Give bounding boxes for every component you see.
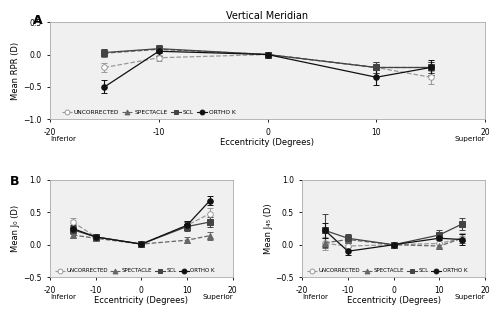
Text: B: B xyxy=(10,175,20,188)
Y-axis label: Mean J₀ (D): Mean J₀ (D) xyxy=(12,205,20,252)
Text: Inferior: Inferior xyxy=(302,294,328,300)
Y-axis label: Mean J₄₅ (D): Mean J₄₅ (D) xyxy=(264,203,272,254)
Text: Superior: Superior xyxy=(202,294,233,300)
Text: Superior: Superior xyxy=(454,294,485,300)
X-axis label: Eccentricity (Degrees): Eccentricity (Degrees) xyxy=(346,296,440,305)
X-axis label: Eccentricity (Degrees): Eccentricity (Degrees) xyxy=(220,138,314,147)
Text: Inferior: Inferior xyxy=(50,136,76,142)
Text: Superior: Superior xyxy=(454,136,485,142)
Legend: UNCORRECTED, SPECTACLE, SCL, ORTHO K: UNCORRECTED, SPECTACLE, SCL, ORTHO K xyxy=(307,268,467,273)
Title: Vertical Meridian: Vertical Meridian xyxy=(226,11,308,21)
Text: Inferior: Inferior xyxy=(50,294,76,300)
X-axis label: Eccentricity (Degrees): Eccentricity (Degrees) xyxy=(94,296,188,305)
Legend: UNCORRECTED, SPECTACLE, SCL, ORTHO K: UNCORRECTED, SPECTACLE, SCL, ORTHO K xyxy=(62,110,236,115)
Text: A: A xyxy=(32,14,42,27)
Legend: UNCORRECTED, SPECTACLE, SCL, ORTHO K: UNCORRECTED, SPECTACLE, SCL, ORTHO K xyxy=(54,268,215,273)
Y-axis label: Mean RPR (D): Mean RPR (D) xyxy=(12,42,20,100)
